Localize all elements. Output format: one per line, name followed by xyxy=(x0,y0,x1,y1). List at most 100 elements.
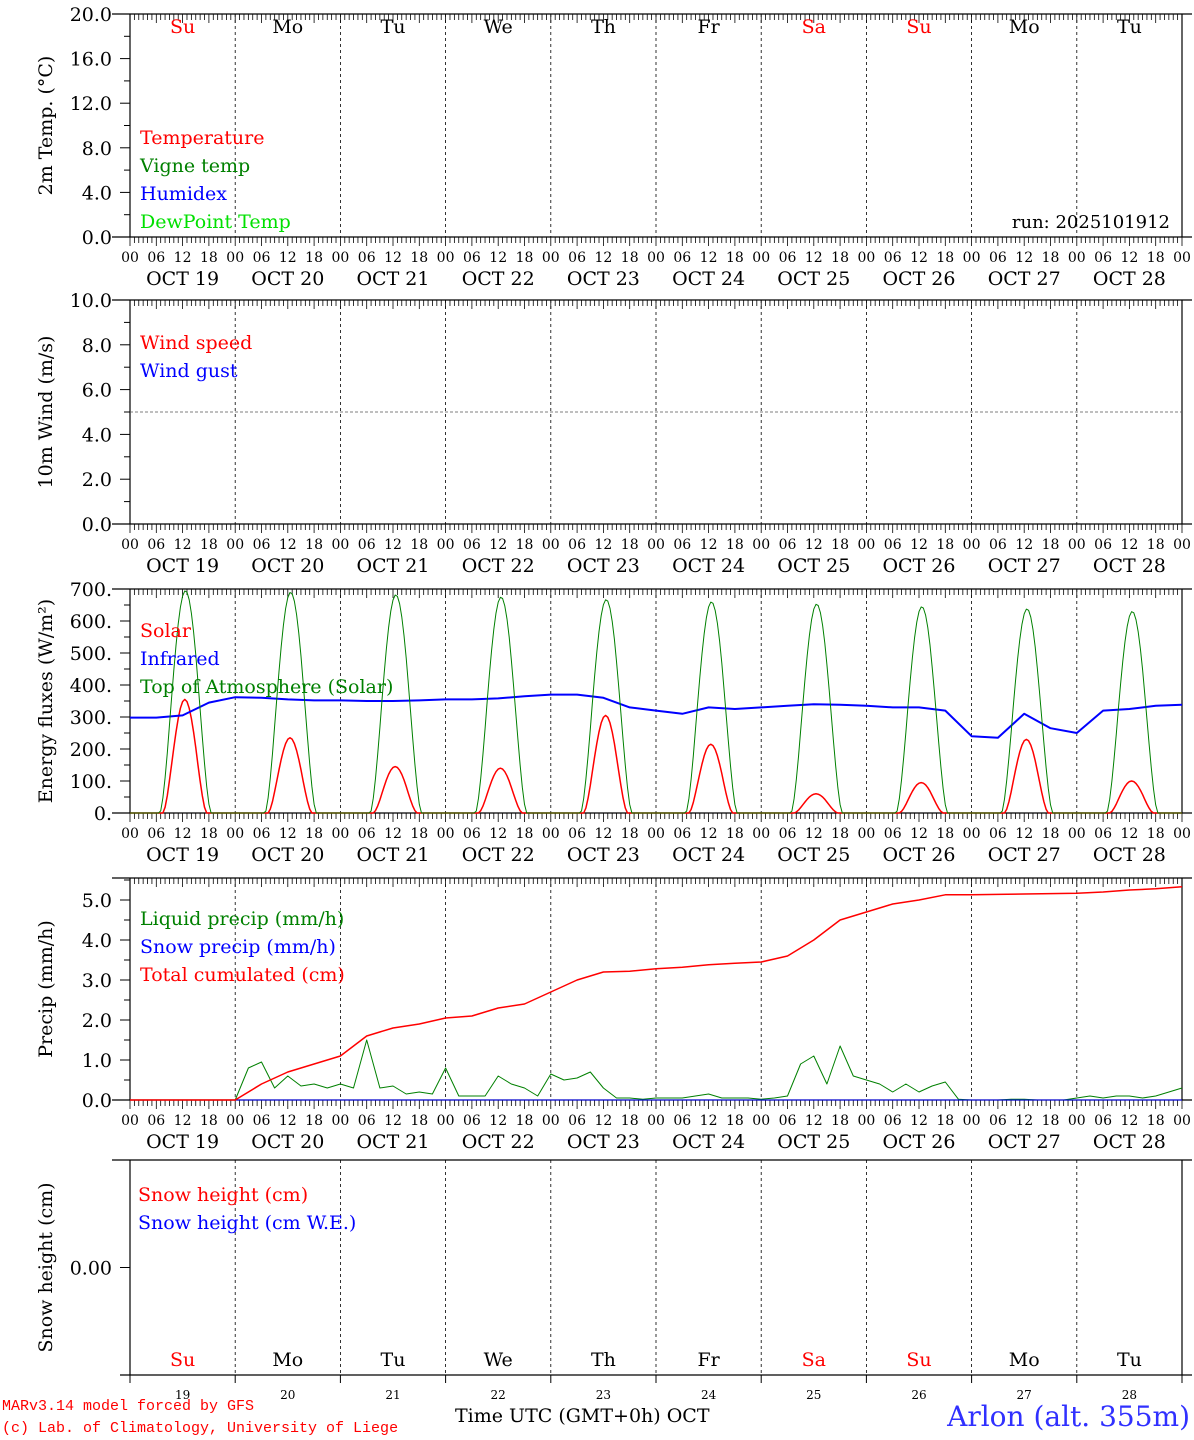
x-tick-label: 00 xyxy=(963,537,981,553)
x-tick-label: 18 xyxy=(621,826,639,842)
x-tick-label: 00 xyxy=(331,826,349,842)
y-tick-label: 4.0 xyxy=(82,930,112,952)
x-tick-label: 06 xyxy=(884,250,902,266)
x-tick-label: 12 xyxy=(384,537,402,553)
x-tick-label: 18 xyxy=(516,1113,534,1129)
x-tick-label: 18 xyxy=(831,826,849,842)
panel-4: 00 06 12 18 OCT 19 00 06 12 18 OCT 20 00 06 12 18 OCT … xyxy=(35,877,1192,1153)
x-tick-label: 06 xyxy=(463,250,481,266)
x-tick-label: 12 xyxy=(174,250,192,266)
x-tick-label: 00 xyxy=(963,826,981,842)
weekday-label: Tu xyxy=(1117,16,1142,38)
x-tick-label: 06 xyxy=(989,826,1007,842)
x-tick-label: 06 xyxy=(884,1113,902,1129)
x-tick-label: 18 xyxy=(200,537,218,553)
x-tick-label: 00 xyxy=(437,250,455,266)
legend-entry: Temperature xyxy=(140,127,264,149)
x-tick-label: 12 xyxy=(594,826,612,842)
x-tick-label: 06 xyxy=(1094,826,1112,842)
x-day-label: OCT 23 xyxy=(567,268,640,290)
x-tick-label: 00 xyxy=(437,826,455,842)
x-tick-label: 06 xyxy=(673,826,691,842)
x-day-label: OCT 28 xyxy=(1093,268,1166,290)
x-tick-label: 06 xyxy=(673,250,691,266)
x-tick-label: 00 xyxy=(1173,537,1191,553)
x-day-label: OCT 27 xyxy=(988,268,1061,290)
x-tick-label: 06 xyxy=(463,826,481,842)
x-tick-label: 06 xyxy=(1094,250,1112,266)
x-tick-label: 18 xyxy=(200,250,218,266)
x-tick-label: 18 xyxy=(621,537,639,553)
x-tick-label: 06 xyxy=(989,1113,1007,1129)
y-tick-label: 3.0 xyxy=(82,970,112,992)
x-tick-label: 12 xyxy=(174,1113,192,1129)
x-day-label: OCT 25 xyxy=(777,1131,850,1153)
x-tick-label: 18 xyxy=(936,250,954,266)
weekday-label: Su xyxy=(170,1349,195,1371)
legend-entry: Infrared xyxy=(140,648,220,670)
legend-entry: DewPoint Temp xyxy=(140,211,291,233)
weekday-label: Su xyxy=(906,16,931,38)
x-tick-label: 00 xyxy=(226,1113,244,1129)
x-tick-label: 00 xyxy=(752,537,770,553)
x-tick-label: 00 xyxy=(857,537,875,553)
x-tick-label: 00 xyxy=(542,537,560,553)
x-day-number: 27 xyxy=(1017,1388,1032,1402)
series-line-infrared xyxy=(130,693,1183,739)
x-tick-label: 12 xyxy=(174,826,192,842)
x-tick-label: 00 xyxy=(226,250,244,266)
x-tick-label: 18 xyxy=(831,1113,849,1129)
panel-3: 00 06 12 18 OCT 19 00 06 12 18 OCT 20 00 06 12 18 OCT … xyxy=(35,579,1192,866)
series-line-total-cumulated-cm- xyxy=(130,886,1183,1101)
y-tick-label: 200. xyxy=(70,739,112,761)
x-tick-label: 06 xyxy=(568,537,586,553)
y-axis-label: Energy fluxes (W/m²) xyxy=(35,599,57,803)
x-tick-label: 12 xyxy=(1015,1113,1033,1129)
x-day-label: OCT 19 xyxy=(146,555,219,577)
x-day-number: 28 xyxy=(1122,1388,1137,1402)
x-day-number: 21 xyxy=(385,1388,400,1402)
x-tick-label: 06 xyxy=(358,250,376,266)
x-tick-label: 12 xyxy=(1120,1113,1138,1129)
x-tick-label: 12 xyxy=(489,250,507,266)
y-tick-label: 0.00 xyxy=(70,1258,112,1280)
x-tick-label: 06 xyxy=(253,826,271,842)
x-tick-label: 18 xyxy=(936,537,954,553)
x-tick-label: 00 xyxy=(437,1113,455,1129)
weekday-label: Fr xyxy=(697,16,720,38)
y-tick-label: 8.0 xyxy=(82,138,112,160)
model-credit: MARv3.14 model forced by GFS xyxy=(2,1398,255,1415)
legend-entry: Snow precip (mm/h) xyxy=(140,936,336,958)
run-annotation: run: 2025101912 xyxy=(1012,212,1170,233)
y-tick-label: 8.0 xyxy=(82,335,112,357)
x-tick-label: 18 xyxy=(726,537,744,553)
x-tick-label: 00 xyxy=(1173,826,1191,842)
weekday-label: Su xyxy=(906,1349,931,1371)
y-tick-label: 2.0 xyxy=(82,1010,112,1032)
x-day-number: 25 xyxy=(806,1388,821,1402)
station-name: Arlon (alt. 355m) xyxy=(947,1400,1190,1433)
x-tick-label: 12 xyxy=(910,250,928,266)
x-day-label: OCT 20 xyxy=(251,555,324,577)
x-tick-label: 18 xyxy=(1147,250,1165,266)
x-tick-label: 12 xyxy=(1015,250,1033,266)
x-day-label: OCT 24 xyxy=(672,844,745,866)
x-day-label: OCT 20 xyxy=(251,844,324,866)
legend-entry: Solar xyxy=(140,620,192,642)
x-tick-label: 00 xyxy=(752,1113,770,1129)
x-tick-label: 06 xyxy=(253,537,271,553)
y-axis-label: Precip (mm/h) xyxy=(35,920,57,1058)
x-tick-label: 18 xyxy=(1147,1113,1165,1129)
x-tick-label: 06 xyxy=(884,826,902,842)
weekday-label: Tu xyxy=(381,1349,406,1371)
x-tick-label: 18 xyxy=(726,826,744,842)
x-tick-label: 06 xyxy=(147,537,165,553)
x-tick-label: 12 xyxy=(489,1113,507,1129)
x-tick-label: 00 xyxy=(331,250,349,266)
y-tick-label: 300. xyxy=(70,707,112,729)
x-tick-label: 06 xyxy=(253,250,271,266)
x-tick-label: 00 xyxy=(121,1113,139,1129)
x-tick-label: 06 xyxy=(358,826,376,842)
x-tick-label: 12 xyxy=(279,826,297,842)
x-day-label: OCT 24 xyxy=(672,555,745,577)
